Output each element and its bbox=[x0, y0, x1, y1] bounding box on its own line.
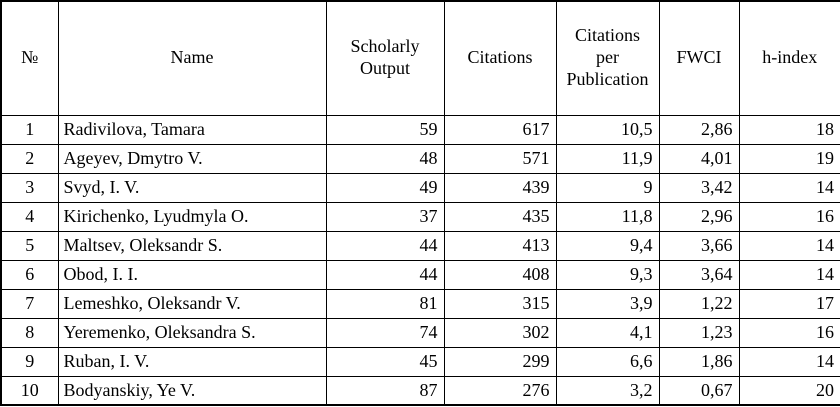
cell-citations: 413 bbox=[443, 230, 557, 261]
cell-citations-per-publication: 3,9 bbox=[555, 288, 660, 319]
cell-num: 8 bbox=[0, 317, 59, 348]
column-header-num: № bbox=[0, 0, 59, 116]
cell-fwci: 1,22 bbox=[658, 288, 740, 319]
cell-h-index: 14 bbox=[738, 172, 840, 203]
table-row: 3 Svyd, I. V. 49 439 9 3,42 14 bbox=[0, 172, 840, 203]
cell-name: Ruban, I. V. bbox=[57, 346, 327, 377]
cell-name: Lemeshko, Oleksandr V. bbox=[57, 288, 327, 319]
cell-name: Kirichenko, Lyudmyla O. bbox=[57, 201, 327, 232]
cell-citations-per-publication: 10,5 bbox=[555, 114, 660, 145]
cell-scholarly-output: 87 bbox=[325, 375, 445, 406]
cell-num: 10 bbox=[0, 375, 59, 406]
cell-num: 1 bbox=[0, 114, 59, 145]
column-header-fwci: FWCI bbox=[658, 0, 740, 116]
table-row: 8 Yeremenko, Oleksandra S. 74 302 4,1 1,23 16 bbox=[0, 317, 840, 348]
cell-citations: 435 bbox=[443, 201, 557, 232]
column-header-h-index: h-index bbox=[738, 0, 840, 116]
cell-num: 3 bbox=[0, 172, 59, 203]
cell-scholarly-output: 48 bbox=[325, 143, 445, 174]
cell-h-index: 16 bbox=[738, 317, 840, 348]
cell-num: 2 bbox=[0, 143, 59, 174]
cell-h-index: 16 bbox=[738, 201, 840, 232]
cell-scholarly-output: 49 bbox=[325, 172, 445, 203]
table-row: 1 Radivilova, Tamara 59 617 10,5 2,86 18 bbox=[0, 114, 840, 145]
table-row: 5 Maltsev, Oleksandr S. 44 413 9,4 3,66 14 bbox=[0, 230, 840, 261]
cell-name: Radivilova, Tamara bbox=[57, 114, 327, 145]
cell-scholarly-output: 59 bbox=[325, 114, 445, 145]
cell-citations: 571 bbox=[443, 143, 557, 174]
cell-citations-per-publication: 6,6 bbox=[555, 346, 660, 377]
cell-citations: 299 bbox=[443, 346, 557, 377]
table-row: 9 Ruban, I. V. 45 299 6,6 1,86 14 bbox=[0, 346, 840, 377]
cell-citations-per-publication: 9,3 bbox=[555, 259, 660, 290]
table-row: 4 Kirichenko, Lyudmyla O. 37 435 11,8 2,96 16 bbox=[0, 201, 840, 232]
cell-h-index: 14 bbox=[738, 259, 840, 290]
cell-scholarly-output: 44 bbox=[325, 230, 445, 261]
table-row: 7 Lemeshko, Oleksandr V. 81 315 3,9 1,22 17 bbox=[0, 288, 840, 319]
cell-citations-per-publication: 3,2 bbox=[555, 375, 660, 406]
cell-citations: 439 bbox=[443, 172, 557, 203]
column-header-name: Name bbox=[57, 0, 327, 116]
cell-citations-per-publication: 11,8 bbox=[555, 201, 660, 232]
cell-fwci: 2,86 bbox=[658, 114, 740, 145]
cell-citations: 302 bbox=[443, 317, 557, 348]
cell-fwci: 1,86 bbox=[658, 346, 740, 377]
cell-name: Maltsev, Oleksandr S. bbox=[57, 230, 327, 261]
cell-fwci: 3,64 bbox=[658, 259, 740, 290]
cell-citations-per-publication: 4,1 bbox=[555, 317, 660, 348]
cell-scholarly-output: 74 bbox=[325, 317, 445, 348]
table-row: 10 Bodyanskiy, Ye V. 87 276 3,2 0,67 20 bbox=[0, 375, 840, 406]
cell-name: Ageyev, Dmytro V. bbox=[57, 143, 327, 174]
column-header-citations: Citations bbox=[443, 0, 557, 116]
cell-fwci: 2,96 bbox=[658, 201, 740, 232]
cell-name: Yeremenko, Oleksandra S. bbox=[57, 317, 327, 348]
cell-scholarly-output: 44 bbox=[325, 259, 445, 290]
cell-citations: 276 bbox=[443, 375, 557, 406]
column-header-scholarly-output: Scholarly Output bbox=[325, 0, 445, 116]
cell-h-index: 17 bbox=[738, 288, 840, 319]
cell-fwci: 1,23 bbox=[658, 317, 740, 348]
cell-citations-per-publication: 9,4 bbox=[555, 230, 660, 261]
cell-scholarly-output: 45 bbox=[325, 346, 445, 377]
cell-citations-per-publication: 9 bbox=[555, 172, 660, 203]
cell-num: 7 bbox=[0, 288, 59, 319]
cell-citations-per-publication: 11,9 bbox=[555, 143, 660, 174]
cell-num: 9 bbox=[0, 346, 59, 377]
cell-h-index: 18 bbox=[738, 114, 840, 145]
cell-fwci: 3,66 bbox=[658, 230, 740, 261]
cell-h-index: 20 bbox=[738, 375, 840, 406]
header-row: № Name Scholarly Output Citations Citati… bbox=[0, 0, 840, 116]
cell-citations: 408 bbox=[443, 259, 557, 290]
table-body: 1 Radivilova, Tamara 59 617 10,5 2,86 18 2 Ageye… bbox=[0, 114, 840, 406]
cell-h-index: 14 bbox=[738, 346, 840, 377]
cell-fwci: 4,01 bbox=[658, 143, 740, 174]
cell-h-index: 14 bbox=[738, 230, 840, 261]
table-row: 6 Obod, I. I. 44 408 9,3 3,64 14 bbox=[0, 259, 840, 290]
cell-num: 4 bbox=[0, 201, 59, 232]
cell-fwci: 0,67 bbox=[658, 375, 740, 406]
cell-name: Bodyanskiy, Ye V. bbox=[57, 375, 327, 406]
cell-num: 6 bbox=[0, 259, 59, 290]
cell-num: 5 bbox=[0, 230, 59, 261]
cell-scholarly-output: 81 bbox=[325, 288, 445, 319]
cell-citations: 617 bbox=[443, 114, 557, 145]
cell-scholarly-output: 37 bbox=[325, 201, 445, 232]
cell-fwci: 3,42 bbox=[658, 172, 740, 203]
cell-citations: 315 bbox=[443, 288, 557, 319]
column-header-citations-per-publication: Citations per Publication bbox=[555, 0, 660, 116]
cell-name: Svyd, I. V. bbox=[57, 172, 327, 203]
table-row: 2 Ageyev, Dmytro V. 48 571 11,9 4,01 19 bbox=[0, 143, 840, 174]
cell-name: Obod, I. I. bbox=[57, 259, 327, 290]
cell-h-index: 19 bbox=[738, 143, 840, 174]
